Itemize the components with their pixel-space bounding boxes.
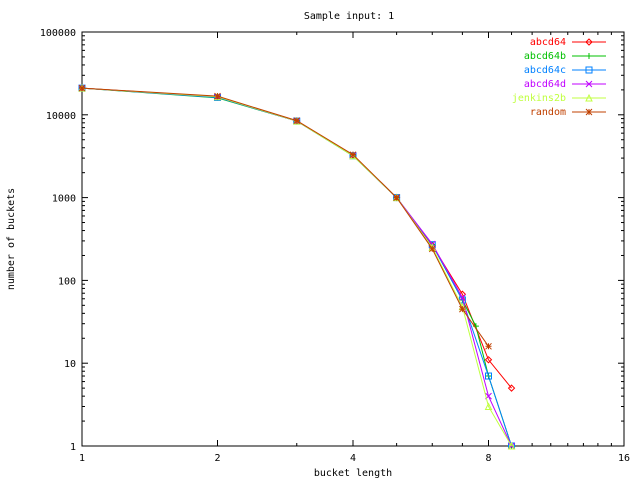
- data-point: [459, 294, 466, 301]
- series-abcd64d: [78, 84, 515, 450]
- x-tick-label: 1: [79, 453, 85, 464]
- legend-label: random: [530, 107, 566, 118]
- data-point: [484, 402, 493, 410]
- legend-marker: [586, 53, 592, 59]
- y-axis-label: number of buckets: [6, 188, 17, 290]
- legend-marker: [585, 108, 593, 116]
- series-line: [81, 87, 512, 447]
- data-point: [507, 384, 516, 392]
- x-tick-label: 8: [485, 453, 491, 464]
- series-abcd64: [78, 84, 516, 392]
- y-tick-label: 10000: [46, 111, 76, 122]
- y-tick-label: 1: [70, 442, 76, 453]
- series-line: [81, 87, 512, 447]
- legend-label: abcd64b: [524, 51, 566, 62]
- x-tick-label: 4: [350, 453, 356, 464]
- data-point: [484, 356, 493, 364]
- series-abcd64b: [79, 85, 515, 449]
- x-axis: 1 2 4 8 16: [79, 32, 630, 464]
- chart-title: Sample input: 1: [304, 11, 394, 22]
- data-point: [293, 117, 301, 124]
- x-tick-label: 16: [618, 453, 630, 464]
- x-axis-label: bucket length: [314, 468, 392, 479]
- y-tick-label: 10: [64, 359, 76, 370]
- series-abcd64c: [78, 84, 516, 450]
- legend: abcd64 abcd64b abcd64c abcd64d jenkins2b rand…: [512, 37, 606, 118]
- legend-label: jenkins2b: [512, 93, 566, 104]
- data-point: [485, 372, 492, 380]
- data-point: [78, 84, 86, 92]
- legend-marker: [585, 38, 593, 46]
- series-line: [81, 87, 489, 347]
- data-point: [485, 342, 492, 350]
- data-point: [459, 305, 466, 313]
- data-point: [507, 441, 516, 450]
- legend-marker: [585, 93, 593, 102]
- y-axis: 1 10 100 1000 10000 100000: [40, 28, 624, 453]
- data-point: [428, 245, 436, 253]
- legend-label: abcd64d: [524, 79, 566, 90]
- data-point: [349, 151, 357, 159]
- series-line: [81, 87, 512, 447]
- y-tick-label: 1000: [52, 194, 76, 205]
- series-line: [81, 87, 512, 389]
- legend-label: abcd64c: [524, 65, 566, 76]
- data-point: [393, 194, 400, 201]
- series-random: [78, 84, 492, 350]
- y-tick-label: 100: [58, 276, 76, 287]
- series-jenkins2b: [78, 84, 516, 450]
- series-line: [81, 87, 512, 447]
- data-point: [214, 92, 221, 100]
- legend-label: abcd64: [530, 37, 566, 48]
- legend-marker: [585, 66, 593, 74]
- legend-marker: [585, 80, 593, 88]
- x-tick-label: 2: [214, 453, 220, 464]
- series-layer: [78, 84, 516, 450]
- y-tick-label: 100000: [40, 28, 76, 39]
